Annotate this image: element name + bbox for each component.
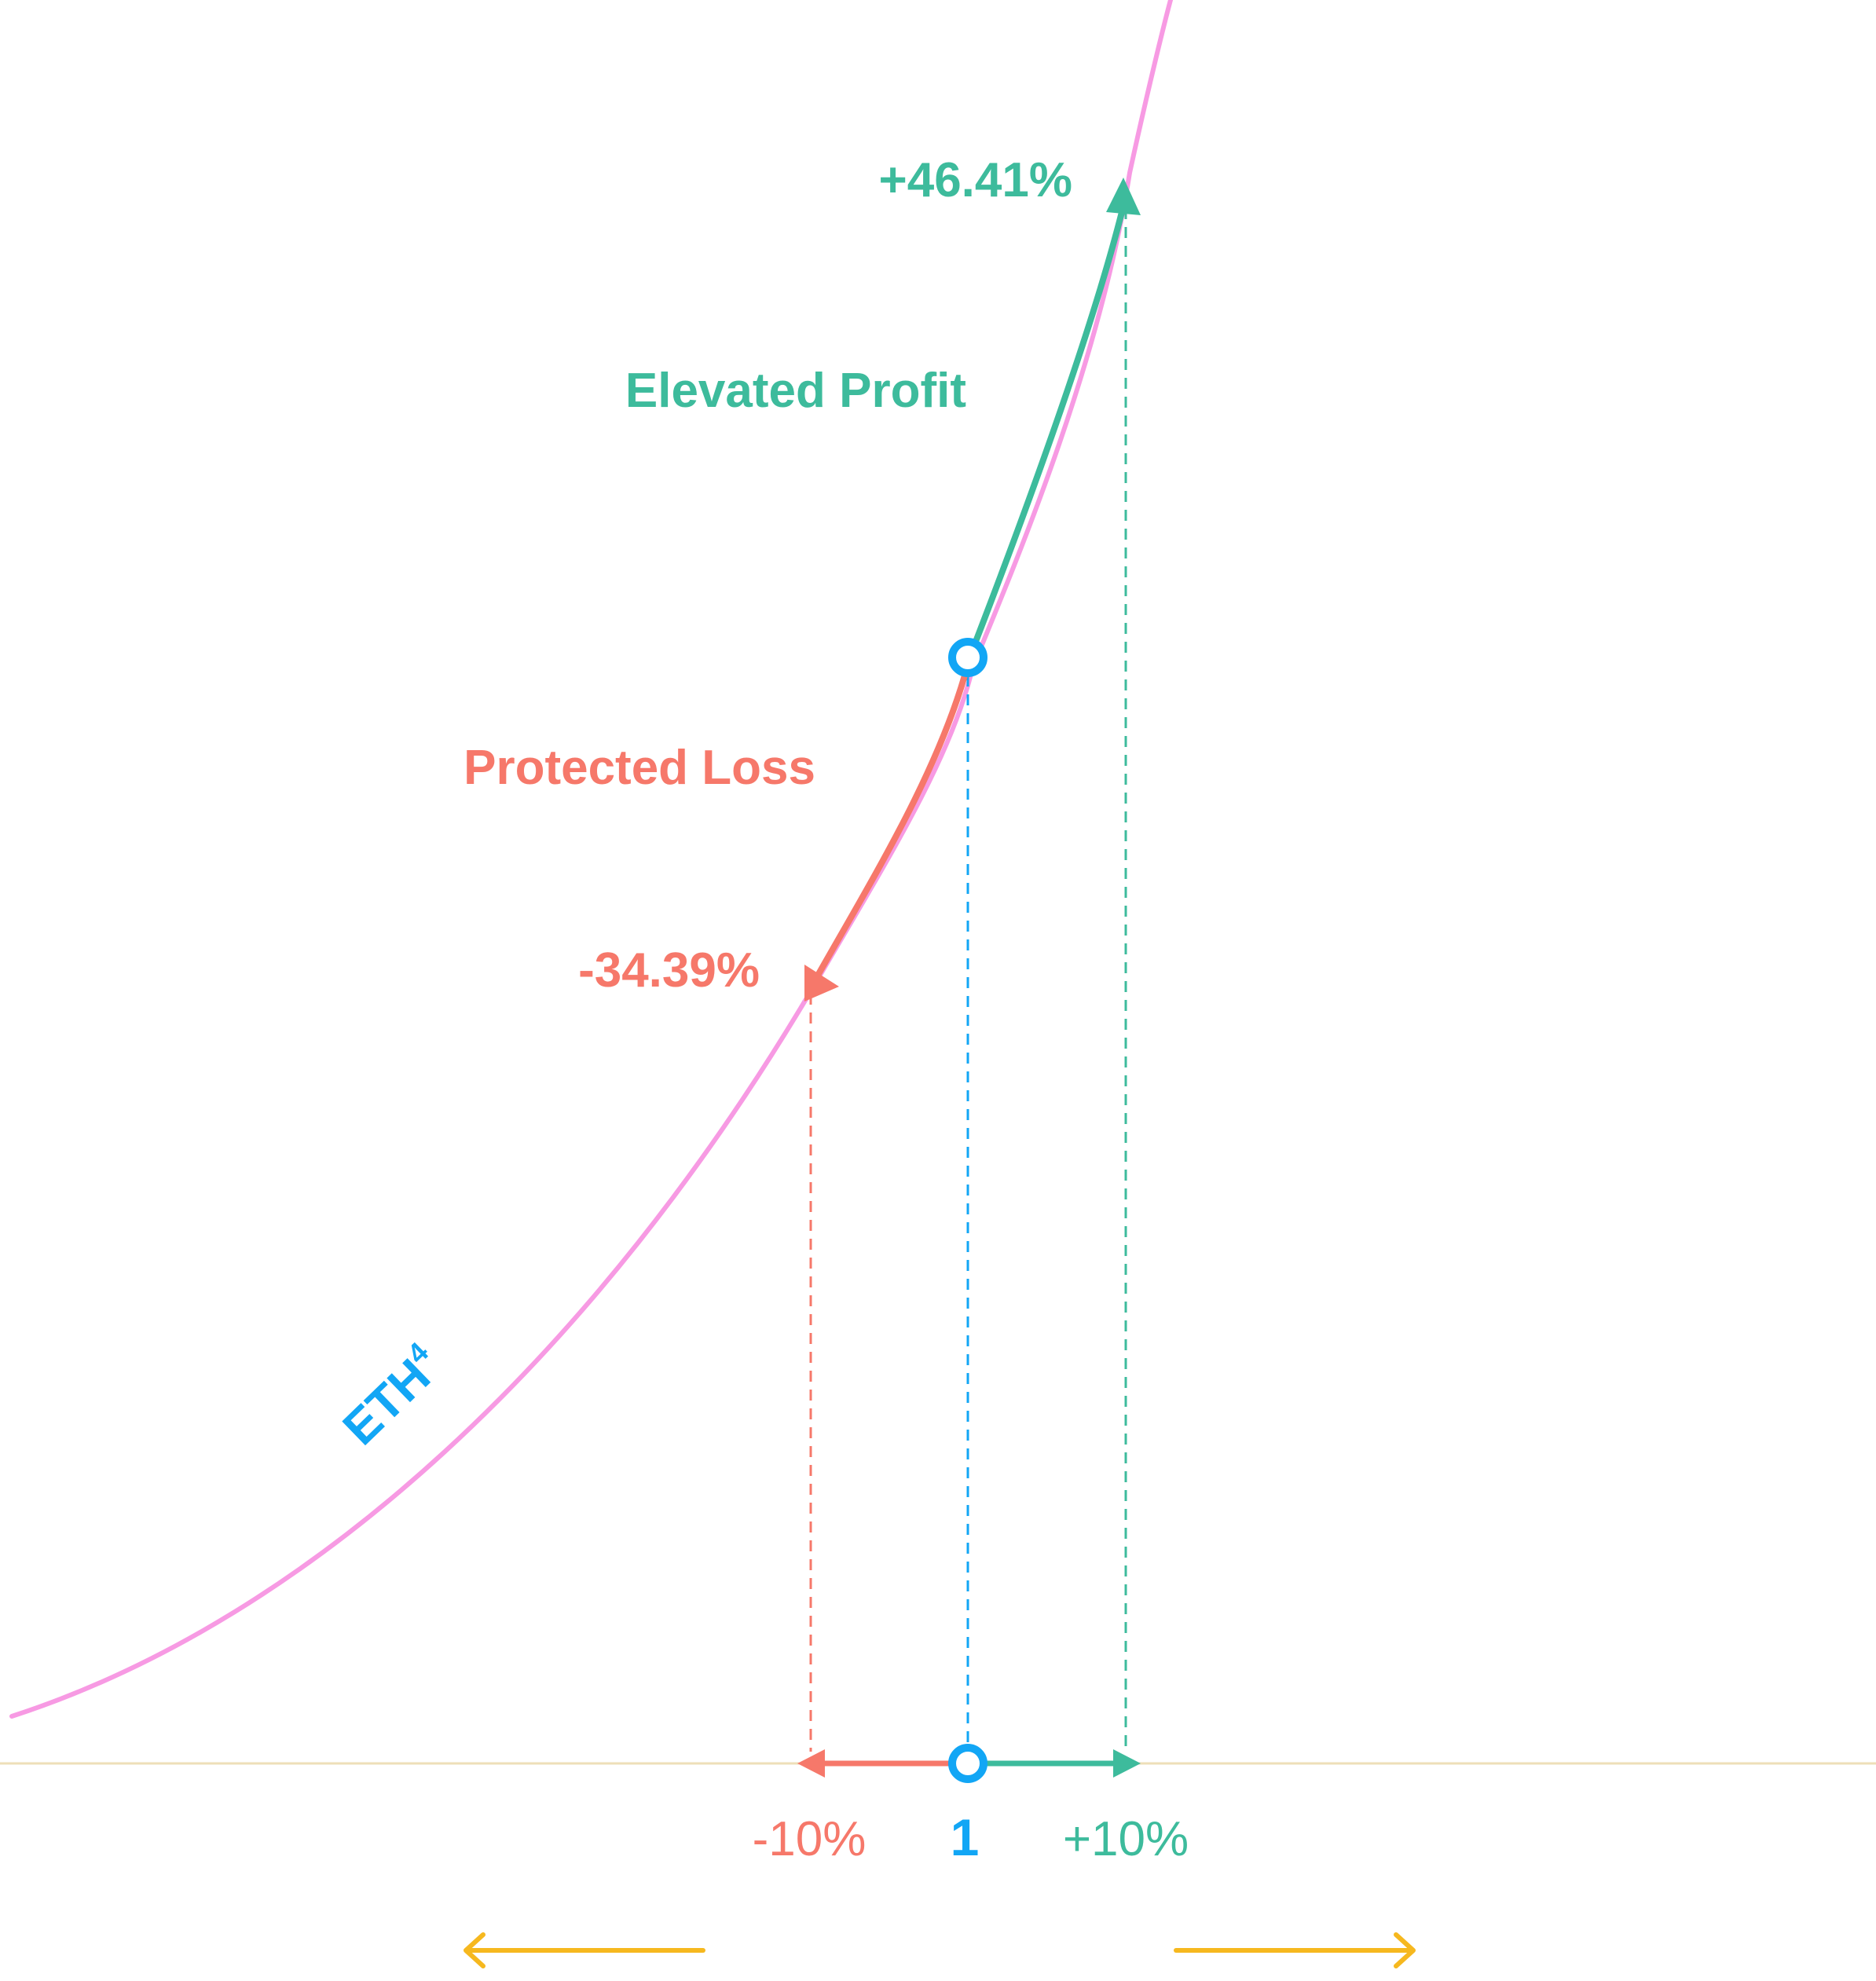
profit-percent-label: +46.41% <box>879 153 1073 207</box>
curve-name-label: ETH4 <box>331 1336 452 1456</box>
tick-label-plus: +10% <box>1063 1812 1189 1866</box>
profit-arrowhead <box>1106 178 1141 215</box>
svg-text:ETH4: ETH4 <box>331 1336 452 1456</box>
loss-arc <box>815 672 968 977</box>
eth4-curve <box>9 0 1173 1719</box>
base-point-curve <box>948 638 987 677</box>
left-direction-arrow <box>464 1932 705 1968</box>
base-point-axis <box>948 1744 987 1783</box>
axis-loss-arrowhead <box>797 1749 825 1778</box>
loss-percent-label: -34.39% <box>578 943 760 998</box>
profit-arc <box>971 209 1125 649</box>
right-direction-arrow <box>1174 1932 1416 1968</box>
axis-profit-arrowhead <box>1113 1749 1141 1778</box>
tick-label-base: 1 <box>951 1808 980 1866</box>
loss-arrowhead <box>804 965 839 1001</box>
tick-label-minus: -10% <box>753 1812 867 1866</box>
profit-title-label: Elevated Profit <box>625 364 966 418</box>
loss-title-label: Protected Loss <box>464 741 815 795</box>
